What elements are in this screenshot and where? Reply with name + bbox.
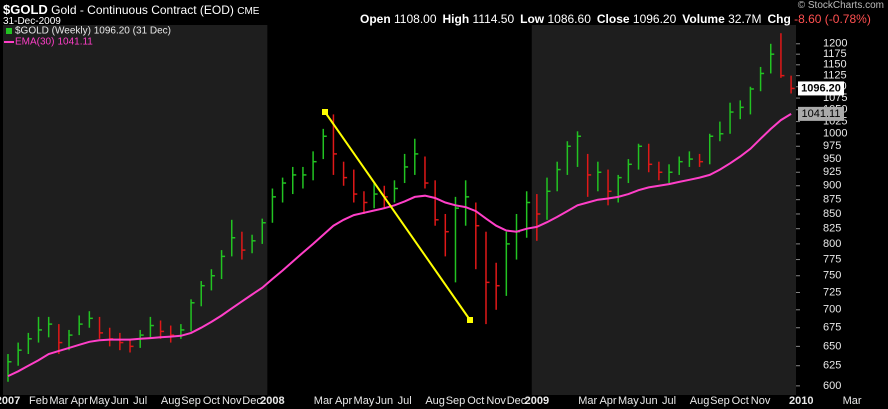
price-tag-box <box>798 81 844 96</box>
x-tick-label: Aug <box>425 395 445 407</box>
ema-tag-box <box>798 106 844 121</box>
x-tick-label: Jul <box>133 395 147 407</box>
x-tick-label: Mar <box>578 395 597 407</box>
x-tick-label: Jun <box>375 395 393 407</box>
y-tick-label: 600 <box>823 380 841 392</box>
date: 31-Dec-2009 <box>3 16 61 27</box>
x-tick-label: Mar <box>314 395 333 407</box>
x-tick-label: Apr <box>71 395 88 407</box>
x-tick-label: 2010 <box>789 395 813 407</box>
x-tick-label: Jun <box>111 395 129 407</box>
x-tick-label: Feb <box>29 395 48 407</box>
ema-line <box>7 113 792 378</box>
y-tick-label: 775 <box>823 253 841 265</box>
price-tag: 1096.20 <box>801 82 841 94</box>
x-tick-label: 2008 <box>260 395 284 407</box>
x-tick-label: Nov <box>222 395 242 407</box>
x-tick-label: Jul <box>398 395 412 407</box>
x-tick-label: May <box>89 395 110 407</box>
y-tick-label: 750 <box>823 270 841 282</box>
copyright: © StockCharts.com <box>797 0 884 11</box>
ema-tag: 1041.11 <box>802 108 841 120</box>
y-tick-label: 700 <box>823 304 841 316</box>
x-tick-label: 2007 <box>0 395 20 407</box>
y-tick-label: 1000 <box>823 128 847 140</box>
title-row: $GOLD Gold - Continuous Contract (EOD) C… <box>3 2 259 17</box>
quote-row: Open 1108.00 High 1114.50 Low 1086.60 Close… <box>360 12 877 26</box>
y-tick-label: 925 <box>823 166 841 178</box>
x-tick-label: Aug <box>161 395 181 407</box>
year-shade <box>3 25 268 395</box>
y-tick-label: 1175 <box>823 48 847 60</box>
y-tick-label: 725 <box>823 286 841 298</box>
x-tick-label: Apr <box>599 395 616 407</box>
x-tick-label: Sep <box>710 395 730 407</box>
x-tick-label: Oct <box>732 395 749 407</box>
symbol: $GOLD <box>3 2 48 17</box>
x-tick-label: 2009 <box>525 395 549 407</box>
legend-ema-name: EMA(30) <box>15 37 54 48</box>
legend-label: $GOLD (Weekly) 1096.20 (31 Dec) <box>15 26 171 37</box>
quote-value: 1096.20 <box>632 12 677 26</box>
y-tick-label: 875 <box>823 194 841 206</box>
quote-label: Chg <box>767 12 791 26</box>
instrument-name: Gold - Continuous Contract (EOD) <box>51 3 234 17</box>
x-tick-label: Dec <box>242 395 262 407</box>
x-tick-label: Jul <box>662 395 676 407</box>
quote-value: 1086.60 <box>547 12 591 26</box>
quote-value: 32.7M <box>728 12 762 26</box>
x-tick-label: Mar <box>49 395 68 407</box>
y-tick-label: 900 <box>823 180 841 192</box>
quote-label: Volume <box>682 12 725 26</box>
legend-ema-value: 1041.11 <box>57 37 93 48</box>
x-tick-label: Sep <box>446 395 466 407</box>
y-tick-label: 950 <box>823 153 841 165</box>
y-tick-label: 650 <box>823 340 841 352</box>
x-tick-label: Nov <box>486 395 506 407</box>
quote-value: -8.60 (-0.78%) <box>794 12 871 26</box>
year-shade <box>531 25 796 395</box>
arrow-start <box>322 109 328 115</box>
y-tick-label: 625 <box>823 360 841 372</box>
y-tick-label: 850 <box>823 208 841 220</box>
exchange: CME <box>237 6 260 17</box>
arrow-end <box>467 317 473 323</box>
y-tick-label: 675 <box>823 322 841 334</box>
x-tick-label: Oct <box>203 395 220 407</box>
y-tick-label: 1150 <box>823 59 847 71</box>
quote-value: 1108.00 <box>394 12 437 26</box>
x-tick-label: Sep <box>181 395 201 407</box>
y-tick-label: 800 <box>823 238 841 250</box>
x-tick-label: Aug <box>690 395 710 407</box>
legend-swatch <box>6 28 12 34</box>
trend-arrow <box>324 111 471 321</box>
x-tick-label: Dec <box>507 395 527 407</box>
y-tick-label: 1125 <box>823 70 847 82</box>
x-tick-label: Mar <box>843 395 862 407</box>
x-tick-label: May <box>618 395 639 407</box>
quote-value: 1114.50 <box>472 12 515 26</box>
x-tick-label: May <box>354 395 375 407</box>
x-tick-label: Oct <box>467 395 484 407</box>
x-tick-label: Nov <box>751 395 771 407</box>
x-tick-label: Apr <box>335 395 352 407</box>
quote-label: Open <box>360 12 391 26</box>
y-tick-label: 975 <box>823 140 841 152</box>
quote-label: Low <box>520 12 545 26</box>
x-tick-label: Jun <box>640 395 658 407</box>
y-tick-label: 825 <box>823 223 841 235</box>
y-tick-label: 1200 <box>823 38 847 50</box>
quote-label: High <box>442 12 470 26</box>
quote-label: Close <box>596 12 630 26</box>
